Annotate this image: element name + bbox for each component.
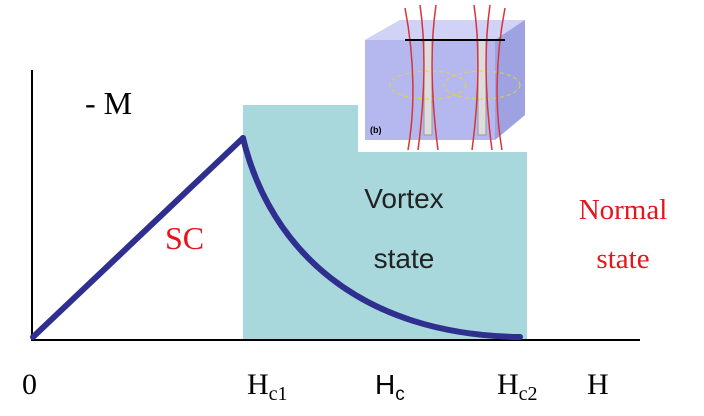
normal-label: state	[596, 243, 649, 275]
x-label: H	[587, 368, 609, 401]
tick-hc1: Hc1	[247, 368, 288, 405]
diagram: (b) - M 0 H Hc1 Hc Hc2 SC Vortex state N…	[0, 0, 704, 416]
meissner-line	[33, 138, 243, 337]
tick-hc: Hc	[375, 369, 405, 405]
vortex-label: state	[374, 243, 435, 274]
origin-label: 0	[22, 368, 37, 401]
y-label: - M	[85, 85, 132, 121]
tick-hc2: Hc2	[497, 368, 538, 405]
sc-label: SC	[165, 220, 204, 256]
normal-label: Normal	[579, 194, 668, 226]
inset-label: (b)	[370, 125, 382, 135]
vortex-label: Vortex	[364, 183, 443, 214]
inset: (b)	[358, 0, 528, 152]
